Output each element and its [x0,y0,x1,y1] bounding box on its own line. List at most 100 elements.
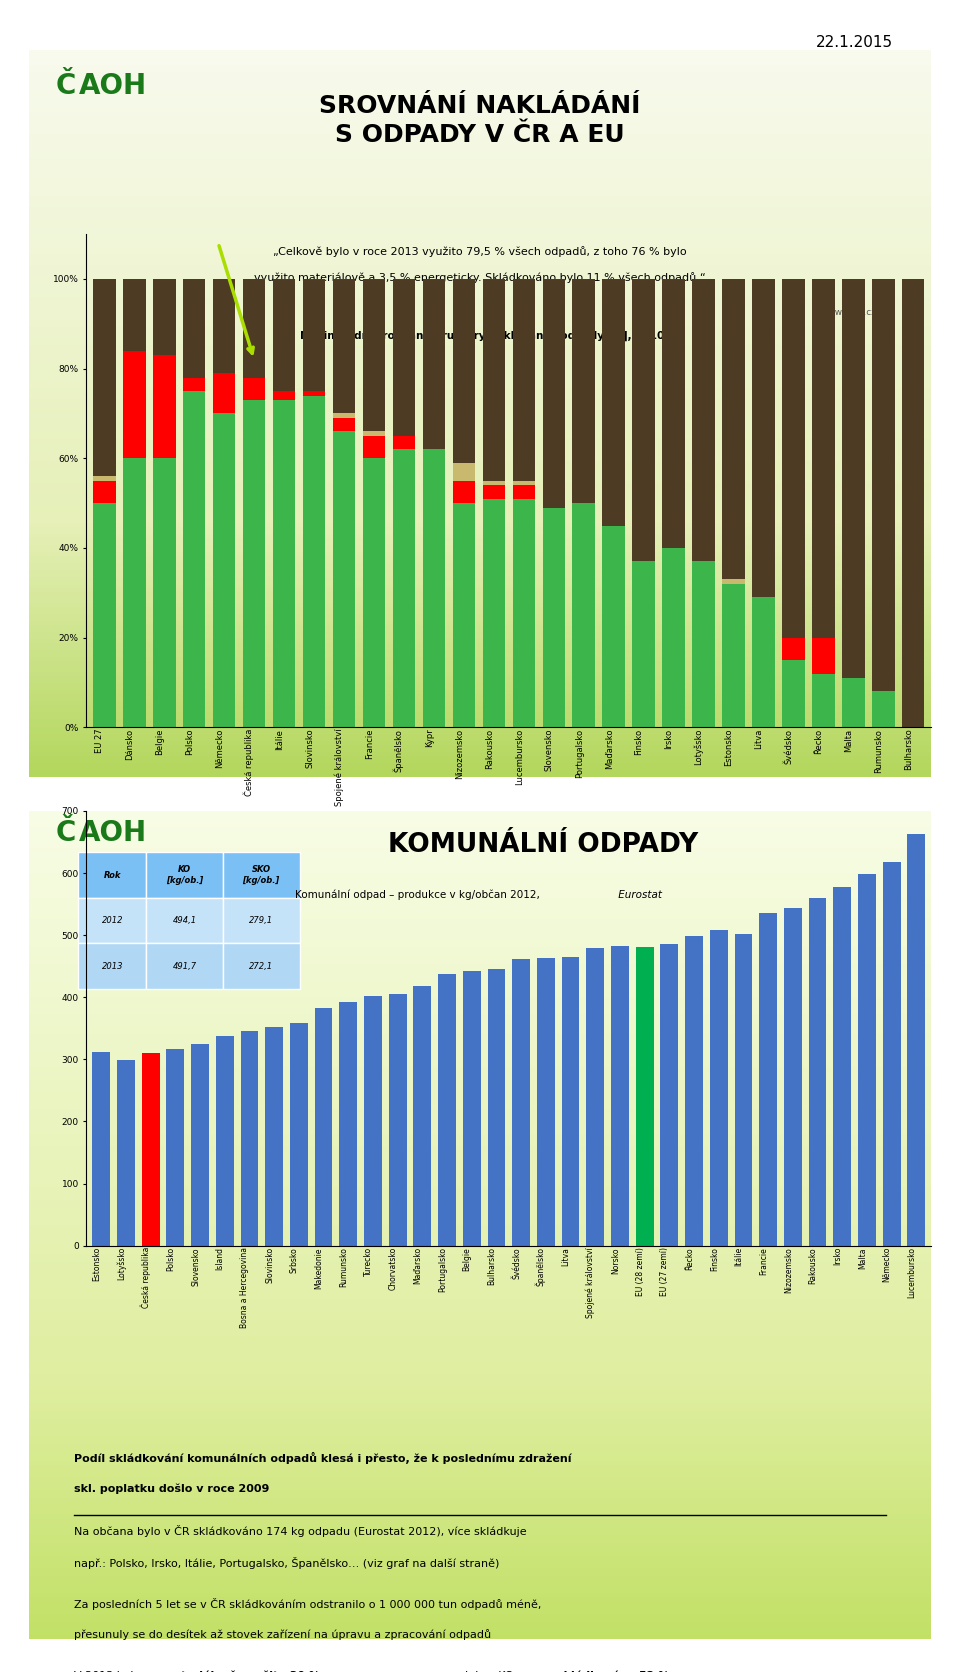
Bar [302,396,325,727]
Bar [29,1366,931,1369]
Bar [29,1358,931,1361]
Bar [302,391,325,396]
Bar [29,1506,931,1510]
Bar [29,1063,931,1067]
Bar [29,968,931,973]
Bar [29,286,931,291]
Bar [29,257,931,261]
Bar [29,1602,931,1605]
Bar [29,759,931,762]
Bar [29,848,931,853]
Bar [29,632,931,635]
Text: 2013: 2013 [102,961,123,971]
Bar [29,87,931,90]
Bar [29,719,931,722]
Bar [872,692,895,727]
Bar [333,413,355,418]
Bar [29,1304,931,1308]
FancyBboxPatch shape [79,898,146,943]
Bar [29,487,931,490]
Bar [29,90,931,94]
Bar [29,976,931,980]
Bar [29,308,931,313]
Bar [29,1523,931,1527]
Bar [29,567,931,570]
Bar [29,712,931,716]
Bar [29,1577,931,1580]
Bar [29,418,931,421]
Bar [29,396,931,400]
Text: 2012: 2012 [102,916,123,925]
Bar [29,617,931,620]
Bar [29,734,931,737]
Bar [29,573,931,577]
Bar [452,482,475,503]
Legend: Materiálové využívání, Energetické využívání, Spalování, Odstraňování: Materiálové využívání, Energetické využí… [91,978,540,995]
Bar [633,279,655,562]
Bar [29,1308,931,1311]
Bar [29,823,931,828]
Bar [29,112,931,115]
Bar [29,985,931,988]
Bar [29,391,931,396]
Bar [29,1411,931,1415]
Bar [29,1030,931,1035]
Bar [29,1453,931,1456]
Bar [29,115,931,119]
Bar [463,971,481,1246]
FancyBboxPatch shape [146,898,223,943]
Bar [123,458,146,727]
Bar [213,413,235,727]
Bar [29,1391,931,1394]
Bar [29,1378,931,1383]
Bar [29,1328,931,1333]
Bar [29,1150,931,1154]
Bar [29,1175,931,1179]
Bar [29,268,931,273]
Bar [29,1374,931,1378]
Bar [29,1010,931,1013]
Bar [29,1369,931,1374]
Bar [29,1597,931,1602]
Bar [183,391,205,727]
Bar [483,485,505,498]
Bar [29,1349,931,1353]
Bar [29,323,931,326]
Text: „Celkově bylo v roce 2013 využito 79,5 % všech odpadů, z toho 76 % bylo: „Celkově bylo v roce 2013 využito 79,5 %… [274,246,686,257]
Bar [29,1423,931,1428]
Text: přesunuly se do desítek až stovek zařízení na úpravu a zpracování odpadů: přesunuly se do desítek až stovek zaříze… [74,1630,492,1640]
Text: KO
[kg/ob.]: KO [kg/ob.] [166,866,204,884]
Bar [29,893,931,898]
Text: Rok: Rok [104,871,121,879]
Bar [29,1100,931,1105]
Bar [29,1167,931,1170]
Bar [29,1052,931,1055]
Bar [29,555,931,558]
Bar [29,326,931,329]
Bar [29,861,931,864]
Bar [808,898,827,1246]
Bar [29,906,931,910]
Bar [29,1485,931,1490]
Bar [29,527,931,530]
Bar [123,351,146,458]
Bar [29,1262,931,1266]
Bar [29,980,931,985]
Text: 272,1: 272,1 [249,961,274,971]
Bar [29,589,931,592]
Bar [29,679,931,682]
Bar [216,1035,233,1246]
Bar [603,525,625,727]
Bar [29,1254,931,1257]
Bar [29,1386,931,1391]
Bar [29,65,931,69]
Bar [29,614,931,617]
Bar [29,291,931,294]
Bar [29,348,931,353]
Bar [29,1319,931,1324]
Bar [29,127,931,130]
Bar [29,1627,931,1630]
Bar [542,508,565,727]
Bar [29,261,931,264]
Bar [753,279,775,597]
